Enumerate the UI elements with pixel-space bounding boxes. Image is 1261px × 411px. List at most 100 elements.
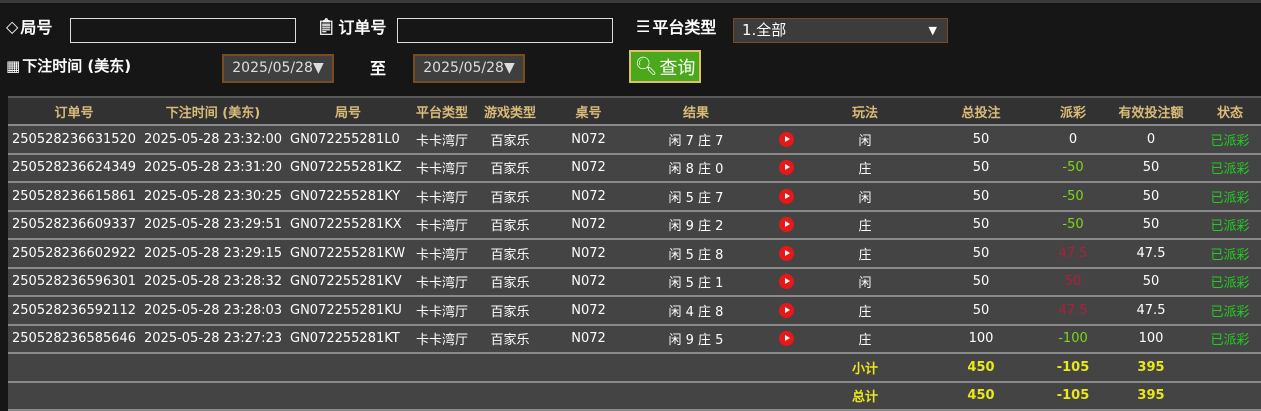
cell-valid: 47.5	[1103, 239, 1199, 269]
play-video-icon[interactable]	[778, 331, 794, 347]
play-video-icon[interactable]	[778, 188, 794, 204]
play-video-icon[interactable]	[778, 245, 794, 261]
cell-bet: 50	[919, 239, 1043, 269]
column-header: 派彩	[1043, 96, 1103, 126]
column-header	[761, 96, 811, 126]
cell-bet: 50	[919, 210, 1043, 240]
cell-round: GN072255281KV	[286, 267, 410, 297]
table-row: 250528236592112 2025-05-28 23:28:03 GN0722…	[8, 296, 1261, 326]
cell-table: N072	[546, 267, 631, 297]
time-label: ▦ 下注时间 (美东)	[6, 56, 132, 76]
cell-platform: 卡卡湾厅	[410, 153, 474, 183]
spacer	[1199, 353, 1261, 383]
cell-play: 庄	[811, 153, 919, 183]
order-input[interactable]	[397, 18, 613, 43]
cell-order: 250528236585646	[8, 324, 140, 354]
spacer	[8, 353, 811, 383]
cell-result: 闲 9 庄 5	[631, 324, 761, 354]
cell-game: 百家乐	[474, 267, 546, 297]
date-from-picker[interactable]: 2025/05/28▼	[222, 54, 334, 83]
cell-order: 250528236624349	[8, 153, 140, 183]
search-icon: 🔍︎	[634, 56, 658, 77]
cell-bet: 50	[919, 182, 1043, 212]
cell-bet: 50	[919, 296, 1043, 326]
total-label: 总计	[811, 381, 919, 411]
column-header: 结果	[631, 96, 761, 126]
table-row: 250528236585646 2025-05-28 23:27:23 GN0722…	[8, 324, 1261, 354]
cell-payout: 50	[1043, 267, 1103, 297]
subtotal-label: 小计	[811, 353, 919, 383]
cell-valid: 47.5	[1103, 296, 1199, 326]
cell-game: 百家乐	[474, 125, 546, 155]
table-row: 250528236609337 2025-05-28 23:29:51 GN0722…	[8, 210, 1261, 240]
spacer	[8, 381, 811, 411]
subtotal-payout: -105	[1043, 353, 1103, 383]
platform-select[interactable]: 1.全部 ▼	[733, 18, 948, 43]
cell-round: GN072255281KZ	[286, 153, 410, 183]
order-label: 📋︎ 订单号	[316, 16, 387, 38]
column-header: 订单号	[8, 96, 140, 126]
table-row: 250528236615861 2025-05-28 23:30:25 GN0722…	[8, 182, 1261, 212]
cell-order: 250528236615861	[8, 182, 140, 212]
round-label: ◇ 局号	[6, 16, 53, 38]
round-input[interactable]	[70, 18, 296, 43]
cell-valid: 100	[1103, 324, 1199, 354]
cell-status: 已派彩	[1199, 296, 1261, 326]
play-video-icon[interactable]	[778, 217, 794, 233]
cell-play: 闲	[811, 182, 919, 212]
cell-platform: 卡卡湾厅	[410, 182, 474, 212]
cell-order: 250528236631520	[8, 125, 140, 155]
calendar-icon: ▦	[6, 56, 21, 75]
cell-table: N072	[546, 125, 631, 155]
cell-payout: 0	[1043, 125, 1103, 155]
date-to-picker[interactable]: 2025/05/28▼	[413, 54, 525, 83]
subtotal-bet: 450	[919, 353, 1043, 383]
query-button[interactable]: 🔍︎ 查询	[629, 50, 701, 83]
cell-game: 百家乐	[474, 210, 546, 240]
cell-round: GN072255281KW	[286, 239, 410, 269]
cell-status: 已派彩	[1199, 239, 1261, 269]
cell-play: 庄	[811, 210, 919, 240]
cell-table: N072	[546, 239, 631, 269]
cell-play: 闲	[811, 267, 919, 297]
cell-play: 庄	[811, 239, 919, 269]
cell-status: 已派彩	[1199, 324, 1261, 354]
replay-cell	[761, 182, 811, 212]
column-header: 下注时间 (美东)	[140, 96, 286, 126]
chevron-down-icon: ▼	[503, 60, 515, 76]
clipboard-icon: 📋︎	[316, 16, 337, 36]
play-video-icon[interactable]	[778, 160, 794, 176]
cell-time: 2025-05-28 23:29:51	[140, 210, 286, 240]
chevron-down-icon: ▼	[928, 24, 937, 37]
column-header: 玩法	[811, 96, 919, 126]
column-header: 游戏类型	[474, 96, 546, 126]
cell-game: 百家乐	[474, 324, 546, 354]
cell-time: 2025-05-28 23:28:03	[140, 296, 286, 326]
cell-game: 百家乐	[474, 239, 546, 269]
column-header: 平台类型	[410, 96, 474, 126]
cell-valid: 50	[1103, 210, 1199, 240]
cell-round: GN072255281KT	[286, 324, 410, 354]
bet-records-table: 订单号 下注时间 (美东) 局号 平台类型 游戏类型 桌号 结果 玩法 总投注 派彩 有效投注额 状态…	[8, 96, 1261, 411]
cell-result: 闲 4 庄 8	[631, 296, 761, 326]
table-header: 订单号 下注时间 (美东) 局号 平台类型 游戏类型 桌号 结果 玩法 总投注 派彩 有效投注额 状态	[8, 96, 1261, 126]
cell-result: 闲 7 庄 7	[631, 125, 761, 155]
cell-result: 闲 5 庄 1	[631, 267, 761, 297]
cell-platform: 卡卡湾厅	[410, 324, 474, 354]
play-video-icon[interactable]	[778, 302, 794, 318]
table-row: 250528236596301 2025-05-28 23:28:32 GN0722…	[8, 267, 1261, 297]
play-video-icon[interactable]	[778, 274, 794, 290]
replay-cell	[761, 324, 811, 354]
cell-platform: 卡卡湾厅	[410, 267, 474, 297]
cell-status: 已派彩	[1199, 182, 1261, 212]
cell-play: 庄	[811, 296, 919, 326]
cell-time: 2025-05-28 23:28:32	[140, 267, 286, 297]
replay-cell	[761, 267, 811, 297]
cell-table: N072	[546, 153, 631, 183]
cell-valid: 50	[1103, 182, 1199, 212]
cell-game: 百家乐	[474, 296, 546, 326]
cell-status: 已派彩	[1199, 125, 1261, 155]
play-video-icon[interactable]	[778, 131, 794, 147]
cell-time: 2025-05-28 23:32:00	[140, 125, 286, 155]
spacer	[1199, 381, 1261, 411]
